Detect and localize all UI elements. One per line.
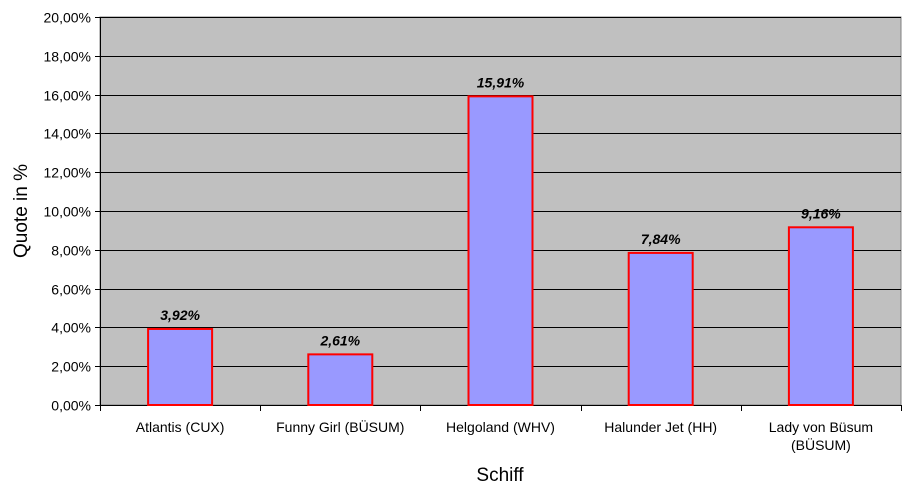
x-tick-label: Halunder Jet (HH) (604, 419, 717, 435)
x-tick-label: Atlantis (CUX) (136, 419, 225, 435)
bar-value-label: 7,84% (641, 231, 681, 247)
y-tick-label: 18,00% (44, 49, 91, 65)
bar (627, 251, 694, 406)
y-tick-label: 14,00% (44, 126, 91, 142)
y-tick-label: 12,00% (44, 165, 91, 181)
bar-value-label: 2,61% (319, 332, 360, 348)
bar-value-label: 3,92% (160, 307, 200, 323)
gridlines (100, 17, 901, 367)
x-tick-label: Helgoland (WHV) (446, 419, 555, 435)
x-axis-label: Schiff (476, 465, 524, 486)
x-tick-label: Funny Girl (BÜSUM) (276, 418, 404, 435)
x-tick-label: Lady von Büsum (BÜSUM) (769, 419, 873, 453)
y-tick-label: 16,00% (44, 88, 91, 104)
y-tick-label: 2,00% (51, 359, 91, 375)
y-tick-label: 0,00% (51, 398, 91, 414)
bar (787, 226, 854, 406)
y-tick-label: 20,00% (44, 10, 91, 26)
bar (307, 353, 374, 406)
y-tick-label: 8,00% (51, 243, 91, 259)
y-tick-label: 10,00% (44, 204, 91, 220)
bar-value-label: 15,91% (477, 74, 525, 90)
bars (147, 95, 854, 406)
bar (467, 95, 534, 406)
data-labels: 3,92% 2,61% 15,91% 7,84% 9,16% (160, 74, 841, 348)
y-axis-ticks: 0,00% 2,00% 4,00% 6,00% 8,00% 10,00% 12,00% 14,… (44, 10, 901, 414)
bar-value-label: 9,16% (801, 205, 841, 221)
y-axis-label: Quote in % (11, 164, 32, 258)
bar (147, 327, 214, 406)
y-tick-label: 4,00% (51, 320, 91, 336)
x-axis-ticks: Atlantis (CUX) Funny Girl (BÜSUM) Helgolan… (100, 405, 902, 453)
y-tick-label: 6,00% (51, 282, 91, 298)
